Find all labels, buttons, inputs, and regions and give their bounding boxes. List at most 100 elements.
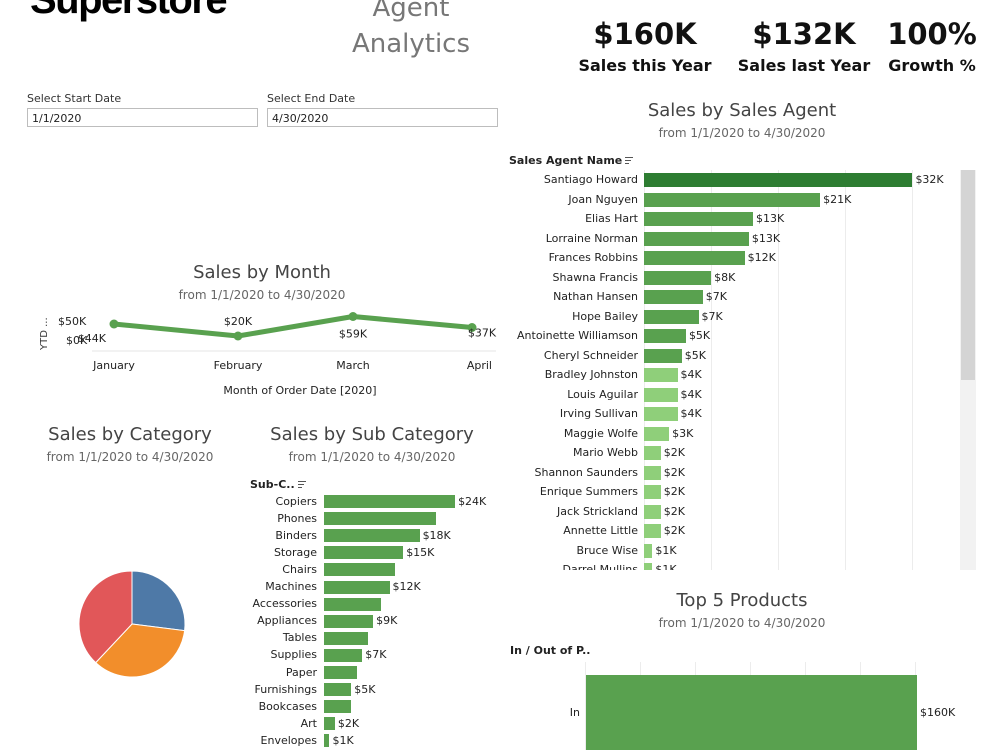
agent-bar[interactable] <box>644 309 699 324</box>
category-pie-slice[interactable] <box>131 570 186 632</box>
agent-bar[interactable] <box>644 348 682 363</box>
agent-chart-viewport[interactable]: Santiago Howard $32K Joan Nguyen $21K Elias … <box>500 170 960 570</box>
top-products-title: Top 5 Products <box>676 590 808 611</box>
agent-row-label: Cheryl Schneider <box>543 348 638 362</box>
category-pie-slice[interactable] <box>78 570 133 664</box>
agent-bar[interactable] <box>644 212 754 226</box>
agent-value-label: $2K <box>663 465 685 479</box>
subcategory-bar[interactable] <box>324 495 456 508</box>
sales-line <box>113 314 473 339</box>
subcategory-bar[interactable] <box>324 683 352 697</box>
subcategory-bar[interactable] <box>324 614 374 628</box>
agent-value-label: $5K <box>684 348 706 362</box>
subcategory-bar[interactable] <box>324 700 352 714</box>
agent-bar[interactable] <box>644 270 712 285</box>
agent-value-label: $4K <box>680 368 702 381</box>
agent-header[interactable]: Sales Agent Name <box>509 154 634 167</box>
superstore-logo: Superstore <box>30 0 228 22</box>
start-date-input[interactable]: 1/1/2020 <box>27 108 258 127</box>
agent-row-label: Elias Hart <box>585 212 638 225</box>
sort-icon[interactable] <box>297 481 306 489</box>
agent-bar[interactable] <box>644 524 661 538</box>
dashboard-title-line2: Analytics <box>351 29 471 59</box>
kpi-value: $132K <box>752 17 856 51</box>
agent-value-label: $2K <box>663 524 685 537</box>
month-point[interactable] <box>233 331 243 341</box>
end-date-input[interactable]: 4/30/2020 <box>267 108 498 127</box>
subcategory-bar[interactable] <box>324 666 357 679</box>
category-pie-slice[interactable] <box>95 623 186 678</box>
agent-bar[interactable] <box>644 329 686 343</box>
top-products-subtitle: from 1/1/2020 to 4/30/2020 <box>658 616 826 630</box>
agent-value-label: $3K <box>672 426 694 440</box>
subcategory-bar[interactable] <box>324 717 335 731</box>
agent-grid-line <box>845 170 846 570</box>
sort-icon[interactable] <box>625 157 634 165</box>
agent-bar[interactable] <box>644 368 678 382</box>
agent-bar[interactable] <box>644 485 661 499</box>
subcategory-bar[interactable] <box>324 529 420 543</box>
agent-bar[interactable] <box>644 387 678 402</box>
agent-bar[interactable] <box>644 251 745 265</box>
agent-row-label: Nathan Hansen <box>553 290 638 303</box>
agent-chart-scrollbar-thumb[interactable] <box>961 170 975 380</box>
subcategory-value-label: $18K <box>422 528 451 542</box>
subcategory-bar[interactable] <box>324 734 330 748</box>
category-pie-chart <box>78 570 186 678</box>
kpi-growth: 100% Growth % <box>882 14 982 78</box>
month-point[interactable] <box>348 312 358 321</box>
agent-bar[interactable] <box>644 173 913 187</box>
agent-bar[interactable] <box>644 407 678 421</box>
subcategory-row-label: Envelopes <box>260 733 317 747</box>
agent-bar[interactable] <box>644 563 653 570</box>
agent-bar[interactable] <box>644 426 670 441</box>
agent-bar[interactable] <box>644 465 661 480</box>
agent-grid-line <box>778 170 779 570</box>
month-point[interactable] <box>467 323 477 332</box>
kpi-sales-this-year: $160K Sales this Year <box>570 14 720 78</box>
kpi-label: Sales this Year <box>578 56 712 75</box>
top-products-bar[interactable] <box>586 675 917 750</box>
dashboard-title-line1: Agent <box>372 0 450 23</box>
subcategory-bar[interactable] <box>324 580 390 594</box>
agent-bar[interactable] <box>644 290 703 304</box>
agent-value-label: $4K <box>680 407 702 420</box>
agent-bar[interactable] <box>644 192 821 207</box>
month-tick-label: February <box>214 359 263 372</box>
subcategory-header[interactable]: Sub-C.. <box>250 478 306 491</box>
month-point[interactable] <box>109 319 119 329</box>
subcategory-row-label: Tables <box>282 631 317 645</box>
agent-row-label: Antoinette Williamson <box>517 329 638 342</box>
sales-by-agent-subtitle: from 1/1/2020 to 4/30/2020 <box>658 126 826 140</box>
agent-row-label: Hope Bailey <box>572 309 638 323</box>
agent-bar[interactable] <box>644 543 653 558</box>
subcategory-bar[interactable] <box>324 563 395 577</box>
subcategory-bar[interactable] <box>324 648 363 662</box>
sales-by-month-subtitle: from 1/1/2020 to 4/30/2020 <box>178 288 346 302</box>
month-tick-label: April <box>467 359 492 372</box>
agent-bar[interactable] <box>644 446 661 460</box>
sales-by-category-title: Sales by Category <box>48 424 212 445</box>
subcategory-row-label: Supplies <box>270 648 317 662</box>
agent-value-label: $1K <box>655 543 677 557</box>
kpi-value: $160K <box>593 17 697 51</box>
subcategory-bar[interactable] <box>324 597 382 611</box>
subcategory-value-label: $15K <box>406 545 435 559</box>
dashboard-title: Agent Analytics <box>338 0 484 62</box>
agent-value-label: $13K <box>751 231 781 245</box>
agent-row-label: Annette Little <box>563 524 638 537</box>
subcategory-value-label: $24K <box>458 494 487 508</box>
agent-row-label: Jack Strickland <box>557 504 638 518</box>
agent-bar[interactable] <box>644 231 749 246</box>
sales-by-agent-title: Sales by Sales Agent <box>647 100 837 121</box>
subcategory-value-label: $5K <box>354 682 376 696</box>
subcategory-bar[interactable] <box>324 631 368 645</box>
kpi-label: Sales last Year <box>737 56 871 75</box>
subcategory-bar[interactable] <box>324 512 436 526</box>
subcategory-bar[interactable] <box>324 546 404 560</box>
agent-bar[interactable] <box>644 504 661 519</box>
agent-value-label: $13K <box>756 212 785 225</box>
month-value-label: $20K <box>224 315 253 328</box>
subcategory-row-label: Art <box>300 716 317 730</box>
